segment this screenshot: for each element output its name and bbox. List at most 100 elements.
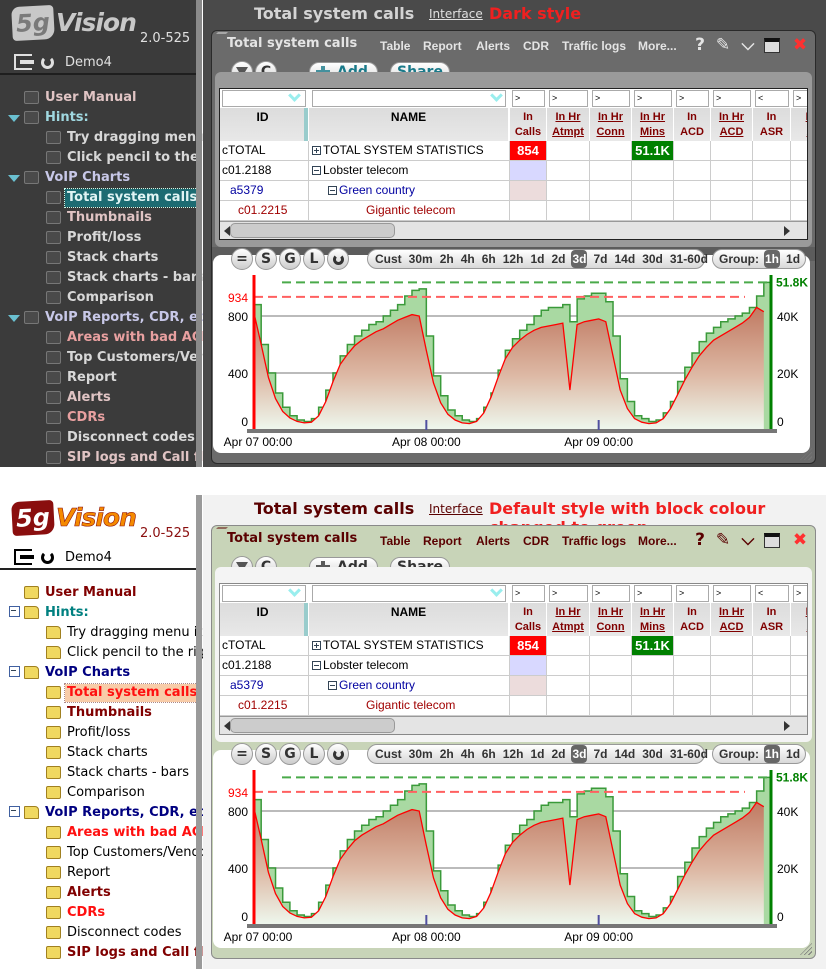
close-icon[interactable]: ✖: [792, 35, 808, 55]
collapse-box-icon[interactable]: [9, 806, 20, 817]
close-icon[interactable]: ✖: [792, 530, 808, 550]
column-header[interactable]: In ASR: [753, 603, 791, 636]
scroll-right-arrow[interactable]: [784, 721, 790, 731]
id-filter-input[interactable]: [222, 585, 306, 602]
menu-more-[interactable]: More...: [638, 39, 677, 53]
chevron-down-icon[interactable]: ⌵: [741, 35, 755, 55]
sidebar-item[interactable]: Try dragging menu ite: [0, 623, 210, 643]
column-header[interactable]: In Calls: [510, 108, 547, 141]
sidebar-item[interactable]: Stack charts: [0, 248, 200, 268]
maximize-icon[interactable]: [764, 38, 780, 53]
column-filter-input[interactable]: >: [512, 90, 545, 107]
expand-triangle-icon[interactable]: [8, 115, 20, 122]
column-header[interactable]: In Hr ACD: [711, 603, 753, 636]
sidebar-item[interactable]: Top Customers/Vendo: [0, 843, 208, 863]
range-option[interactable]: 30d: [642, 747, 663, 761]
sidebar-item[interactable]: Alerts: [0, 883, 200, 903]
column-filter-input[interactable]: >: [676, 90, 709, 107]
sidebar-item[interactable]: Total system calls: [0, 188, 201, 208]
sidebar-item[interactable]: Disconnect codes: [0, 428, 200, 448]
id-filter-input[interactable]: [222, 90, 306, 107]
menu-alerts[interactable]: Alerts: [476, 534, 511, 548]
column-filter-input[interactable]: >: [676, 585, 709, 602]
chart-mode-button-g[interactable]: G: [279, 248, 301, 270]
range-option[interactable]: 12h: [502, 252, 524, 266]
column-filter-input[interactable]: <: [755, 585, 789, 602]
sidebar-item[interactable]: Thumbnails: [0, 703, 200, 723]
sidebar-item[interactable]: CDRs: [0, 408, 200, 428]
collapse-box-icon[interactable]: [9, 666, 20, 677]
name-filter-input[interactable]: [312, 90, 506, 107]
range-option[interactable]: 2d: [551, 747, 566, 761]
name-filter-input[interactable]: [312, 585, 506, 602]
range-option[interactable]: 14d: [614, 747, 636, 761]
sidebar-item[interactable]: Areas with bad ACD: [0, 823, 212, 843]
sidebar-item[interactable]: VoIP Charts: [0, 663, 200, 683]
column-filter-input[interactable]: >: [713, 585, 751, 602]
range-option[interactable]: 2d: [551, 252, 566, 266]
column-header[interactable]: In Hr Conn: [590, 108, 632, 141]
sidebar-item[interactable]: Comparison: [0, 783, 200, 803]
scrollbar-thumb[interactable]: [230, 223, 395, 238]
column-filter-input[interactable]: >: [793, 90, 807, 107]
menu-table[interactable]: Table: [380, 39, 411, 53]
sidebar-item[interactable]: Alerts: [0, 388, 200, 408]
sidebar-item[interactable]: Areas with bad ACD: [0, 328, 212, 348]
chart-mode-button-l[interactable]: L: [303, 248, 325, 270]
collapse-icon[interactable]: [328, 681, 337, 690]
range-option[interactable]: 4h: [460, 747, 475, 761]
menu-alerts[interactable]: Alerts: [476, 39, 511, 53]
column-resize-handle[interactable]: [304, 603, 308, 636]
column-header[interactable]: InA: [791, 108, 807, 141]
expand-icon[interactable]: [312, 146, 321, 155]
refresh-icon[interactable]: [327, 248, 349, 270]
column-filter-input[interactable]: >: [512, 585, 545, 602]
menu-cdr[interactable]: CDR: [523, 534, 549, 548]
expand-triangle-icon[interactable]: [8, 315, 20, 322]
range-option[interactable]: 30m: [408, 252, 433, 266]
logout-icon[interactable]: [14, 54, 34, 70]
range-option[interactable]: 31-60d: [669, 747, 708, 761]
help-icon[interactable]: ?: [695, 35, 705, 55]
range-option[interactable]: 30m: [408, 747, 433, 761]
menu-traffic-logs[interactable]: Traffic logs: [562, 39, 627, 53]
menu-more-[interactable]: More...: [638, 534, 677, 548]
help-icon[interactable]: ?: [695, 530, 705, 550]
column-header[interactable]: In ACD: [674, 108, 711, 141]
column-header[interactable]: In Hr ACD: [711, 108, 753, 141]
column-header[interactable]: In Calls: [510, 603, 547, 636]
pencil-icon[interactable]: ✎: [715, 530, 731, 550]
chart-mode-button-menu[interactable]: =: [231, 248, 253, 270]
sidebar-item[interactable]: Comparison: [0, 288, 200, 308]
chart-mode-button-g[interactable]: G: [279, 743, 301, 765]
column-header[interactable]: In Hr Mins: [632, 108, 674, 141]
collapse-icon[interactable]: [312, 166, 321, 175]
range-option[interactable]: 2h: [439, 747, 454, 761]
chart-mode-button-s[interactable]: S: [255, 248, 277, 270]
range-option[interactable]: 1d: [530, 252, 545, 266]
range-option[interactable]: 7d: [593, 252, 608, 266]
menu-cdr[interactable]: CDR: [523, 39, 549, 53]
sidebar-item[interactable]: Stack charts - bars: [0, 763, 200, 783]
column-resize-handle[interactable]: [304, 108, 308, 141]
scroll-left-arrow[interactable]: [224, 721, 230, 731]
group-option[interactable]: 1h: [764, 250, 781, 268]
chart-mode-button-l[interactable]: L: [303, 743, 325, 765]
sidebar-item[interactable]: User Manual: [0, 88, 200, 108]
column-filter-input[interactable]: >: [713, 90, 751, 107]
group-option[interactable]: 1d: [786, 252, 801, 266]
menu-traffic-logs[interactable]: Traffic logs: [562, 534, 627, 548]
range-option[interactable]: 31-60d: [669, 252, 708, 266]
range-option[interactable]: 3d: [571, 745, 588, 763]
range-option[interactable]: 14d: [614, 252, 636, 266]
logout-icon[interactable]: [14, 549, 34, 565]
menu-report[interactable]: Report: [423, 39, 462, 53]
sidebar-item[interactable]: CDRs: [0, 903, 200, 923]
column-header[interactable]: In Hr Conn: [590, 603, 632, 636]
collapse-box-icon[interactable]: [9, 606, 20, 617]
refresh-icon[interactable]: [327, 743, 349, 765]
column-filter-input[interactable]: <: [755, 90, 789, 107]
sidebar-item[interactable]: Stack charts: [0, 743, 200, 763]
time-axis-bar[interactable]: [247, 924, 777, 928]
interface-link[interactable]: Interface: [429, 502, 483, 516]
